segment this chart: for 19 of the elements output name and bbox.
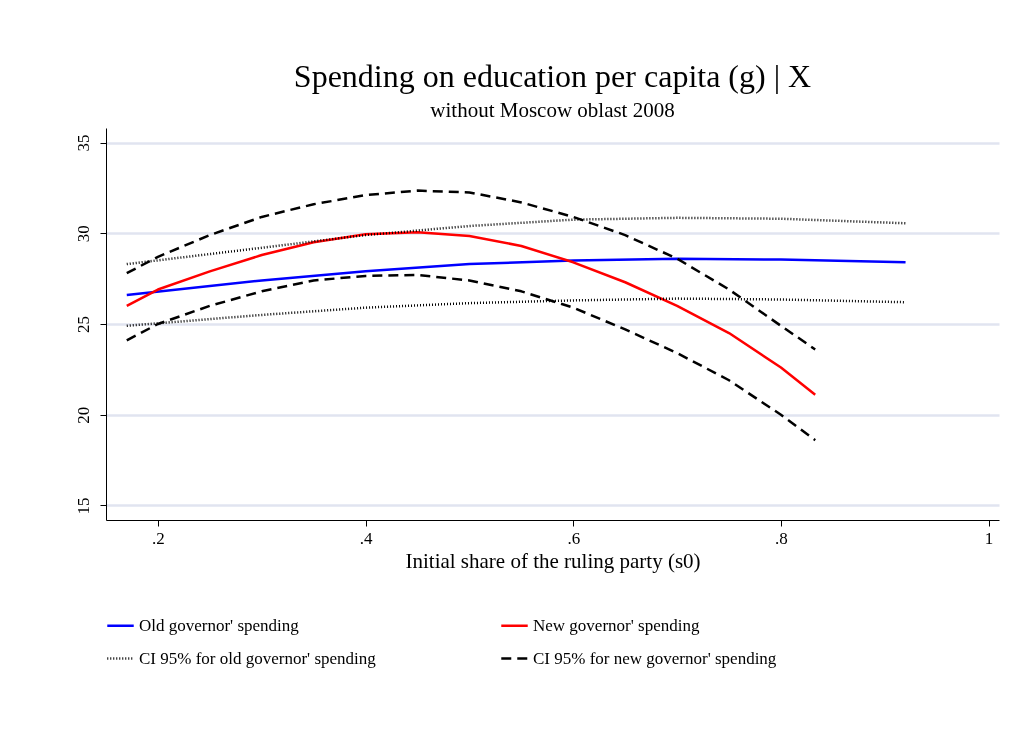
- x-tick-label: .6: [567, 528, 581, 548]
- line-series: [125, 257, 907, 297]
- line-series: [125, 231, 817, 397]
- chart-title: Spending on education per capita (g) | X: [293, 58, 812, 94]
- y-tick-label: 20: [73, 406, 93, 424]
- x-tick-label: .4: [359, 528, 373, 548]
- x-tick-label: 1: [984, 528, 994, 548]
- chart-subtitle: without Moscow oblast 2008: [430, 98, 675, 122]
- y-tick-label: 30: [73, 225, 93, 243]
- y-tick-label: 25: [73, 316, 93, 333]
- legend-label: Old governor' spending: [139, 615, 300, 635]
- legend-label: CI 95% for old governor' spending: [139, 648, 377, 668]
- y-tick-label: 15: [73, 497, 93, 515]
- x-tick-label: .2: [152, 528, 165, 548]
- legend-label: New governor' spending: [533, 615, 700, 635]
- y-tick-label: 35: [73, 134, 93, 152]
- x-axis-title: Initial share of the ruling party (s0): [405, 548, 701, 573]
- x-tick-label: .8: [775, 528, 788, 548]
- legend-label: CI 95% for new governor' spending: [533, 648, 777, 668]
